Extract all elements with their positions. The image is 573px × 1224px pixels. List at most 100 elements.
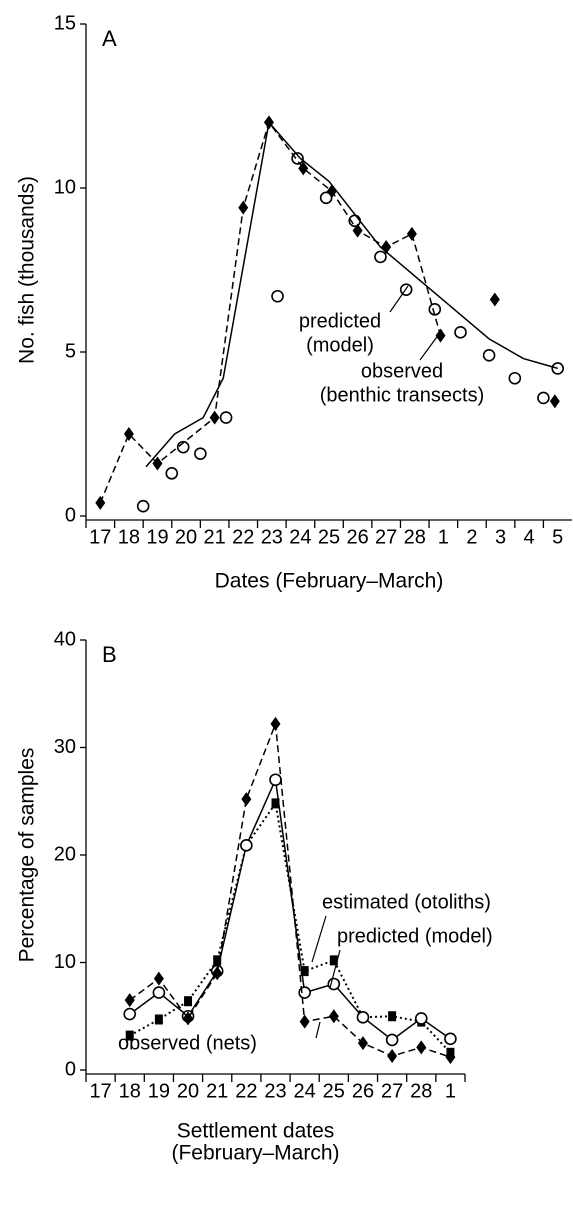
x-tick-label: 25 (323, 1080, 345, 1102)
x-tick-label: 28 (410, 1080, 432, 1102)
marker (387, 1049, 398, 1064)
leader-line (315, 1021, 321, 1039)
marker (326, 184, 337, 199)
marker (356, 1011, 370, 1024)
marker (153, 971, 164, 986)
annotation: estimated (otoliths) (322, 891, 491, 913)
x-tick-label: 20 (175, 526, 197, 548)
x-tick-label: 18 (119, 1080, 141, 1102)
marker (416, 1040, 427, 1055)
marker (327, 977, 341, 991)
y-axis-title: No. fish (thousands) (16, 176, 39, 364)
marker (406, 226, 417, 241)
x-tick-label: 26 (346, 526, 368, 548)
x-tick-label: 21 (204, 526, 226, 548)
marker (184, 996, 193, 1007)
x-tick-label: 24 (294, 1080, 316, 1102)
series-line (129, 723, 451, 1058)
annotation: observed (361, 360, 443, 382)
x-tick-label: 25 (318, 526, 340, 548)
y-tick-label: 20 (54, 843, 76, 865)
x-tick-label: 27 (375, 526, 397, 548)
leader-line (389, 285, 409, 313)
marker (482, 348, 496, 362)
marker (445, 1050, 456, 1065)
y-tick-label: 15 (54, 12, 76, 34)
marker (219, 411, 233, 424)
marker (123, 427, 134, 441)
marker (381, 240, 392, 255)
x-tick-label: 19 (146, 526, 168, 548)
annotation: (benthic transects) (320, 384, 485, 406)
marker (165, 467, 179, 480)
marker (269, 773, 282, 787)
marker (209, 410, 220, 425)
x-tick-label: 1 (445, 1080, 456, 1102)
x-tick-label: 28 (404, 526, 426, 548)
marker (270, 716, 281, 731)
y-axis-title: Percentage of samples (16, 748, 39, 963)
x-tick-label: 1 (438, 526, 449, 548)
x-tick-label: 4 (524, 526, 535, 548)
marker (125, 1030, 134, 1041)
x-tick-label: 17 (89, 1080, 111, 1102)
x-tick-label: 26 (352, 1080, 374, 1102)
marker (123, 1007, 137, 1021)
y-tick-label: 40 (54, 628, 76, 650)
annotation: predicted (model) (337, 925, 493, 947)
y-tick-label: 30 (54, 736, 76, 758)
x-tick-label: 20 (177, 1080, 199, 1102)
marker (414, 1012, 428, 1025)
marker (213, 955, 222, 966)
x-tick-label: 24 (289, 526, 311, 548)
marker (271, 289, 284, 303)
marker (154, 1014, 163, 1025)
marker (357, 1036, 368, 1051)
x-axis-title: Settlement dates (177, 1120, 335, 1143)
x-tick-label: 19 (148, 1080, 170, 1102)
x-tick-label: 27 (381, 1080, 403, 1102)
marker (136, 499, 150, 513)
y-tick-label: 10 (54, 951, 76, 973)
marker (435, 328, 446, 343)
annotation: predicted (299, 310, 381, 332)
marker (263, 115, 274, 130)
marker (240, 839, 253, 852)
marker (124, 993, 135, 1008)
marker (291, 152, 304, 165)
marker (194, 447, 207, 460)
x-tick-label: 23 (264, 1080, 286, 1102)
leader-line (311, 915, 327, 963)
marker (328, 1009, 339, 1024)
marker (183, 1011, 194, 1026)
marker (329, 955, 338, 966)
marker (238, 200, 249, 215)
series-line (129, 800, 452, 1054)
x-tick-label: 22 (235, 1080, 257, 1102)
marker (537, 391, 550, 405)
marker (549, 394, 560, 409)
x-axis-title: (February–March) (171, 1142, 339, 1165)
marker (95, 495, 106, 510)
annotation: (model) (306, 334, 374, 356)
x-tick-label: 22 (232, 526, 254, 548)
marker (152, 456, 163, 471)
marker (385, 1033, 399, 1047)
x-tick-label: 17 (89, 526, 111, 548)
marker (352, 223, 363, 238)
leader-line (419, 329, 443, 361)
x-tick-label: 3 (495, 526, 506, 548)
marker (388, 1011, 397, 1022)
marker (212, 966, 223, 981)
annotation: observed (nets) (118, 1032, 257, 1054)
x-axis-title: Dates (February–March) (215, 570, 444, 593)
x-tick-label: 21 (206, 1080, 228, 1102)
y-tick-label: 0 (65, 1058, 76, 1080)
x-tick-label: 18 (118, 526, 140, 548)
marker (271, 798, 280, 809)
series-line (145, 120, 558, 468)
marker (241, 792, 252, 807)
panel-label: A (102, 26, 117, 51)
y-tick-label: 0 (65, 504, 76, 526)
